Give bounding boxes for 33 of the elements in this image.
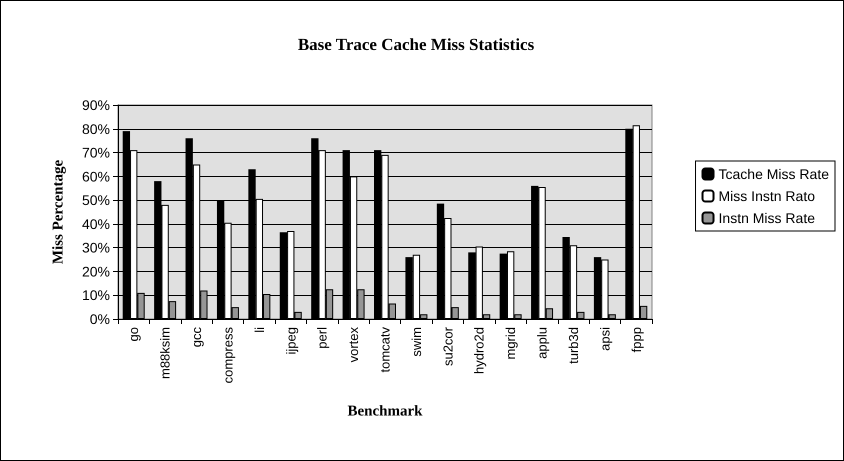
x-tick-label: ijpeg [283,327,298,354]
x-tick-label: li [252,326,267,333]
y-tick-label: 50% [82,192,110,208]
legend-label: Tcache Miss Rate [718,166,830,182]
y-tick-label: 70% [82,144,110,161]
x-tick-label: gcc [189,326,204,348]
x-tick-label: fppp [628,327,644,352]
x-tick-label: su2cor [440,326,456,366]
y-tick-label: 40% [82,216,110,232]
y-tick-label: 80% [82,120,110,137]
y-tick-label: 90% [82,97,110,113]
x-tick-label: mgrid [503,327,518,360]
x-tick-label: compress [220,326,236,384]
y-tick-label: 0% [90,311,110,327]
x-tick-label: vortex [346,326,362,362]
legend-label: Instn Miss Rate [718,210,816,226]
x-tick-label: go [126,327,142,342]
x-axis-title: Benchmark [348,404,424,420]
x-tick-label: turb3d [566,327,581,364]
y-tick-label: 10% [82,287,110,304]
x-tick-label: swim [408,327,424,357]
x-tick-label: hydro2d [472,327,487,374]
legend-label: Miss Instn Rato [718,188,816,204]
y-tick-label: 30% [82,240,110,256]
x-tick-label: applu [534,327,550,359]
x-tick-label: apsi [597,326,612,351]
y-tick-label: 20% [82,263,110,280]
y-tick-label: 60% [82,168,110,184]
x-tick-label: perl [314,326,330,349]
x-tick-label: tomcatv [378,326,392,373]
chart-title: Base Trace Cache Miss Statistics [298,35,535,54]
y-axis-title: Miss Percentage [50,160,66,264]
x-tick-label: m88ksim [158,327,173,380]
